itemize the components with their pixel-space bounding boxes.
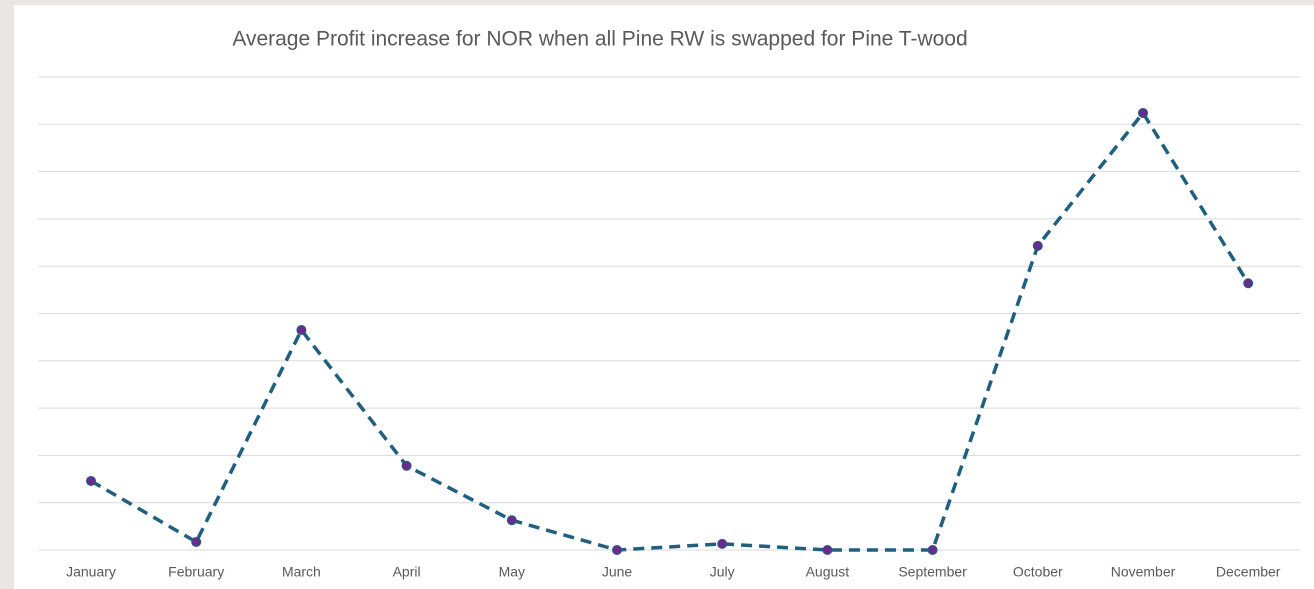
data-point (1032, 240, 1043, 251)
x-tick-label: January (66, 564, 116, 580)
data-point (927, 545, 938, 555)
data-point (191, 536, 202, 547)
data-point (401, 460, 412, 471)
x-tick-label: September (898, 564, 967, 580)
x-tick-label: August (806, 564, 850, 580)
data-point (717, 538, 728, 549)
x-tick-label: April (393, 564, 421, 580)
data-point (296, 325, 307, 336)
x-tick-label: June (602, 564, 633, 580)
data-point (1243, 278, 1254, 289)
data-point (506, 515, 517, 526)
data-point (822, 545, 833, 555)
chart-panel (14, 5, 1314, 589)
x-tick-label: May (499, 564, 525, 580)
data-point (1138, 107, 1148, 118)
series-line (90, 109, 1250, 552)
x-tick-label: February (168, 564, 224, 580)
data-point (86, 475, 96, 486)
x-tick-label: March (282, 564, 321, 580)
x-tick-label: October (1013, 564, 1063, 580)
x-tick-label: December (1216, 564, 1281, 580)
data-point (612, 545, 622, 555)
x-tick-label: November (1111, 564, 1176, 580)
x-tick-label: July (710, 564, 735, 580)
chart-title: Average Profit increase for NOR when all… (232, 28, 967, 51)
